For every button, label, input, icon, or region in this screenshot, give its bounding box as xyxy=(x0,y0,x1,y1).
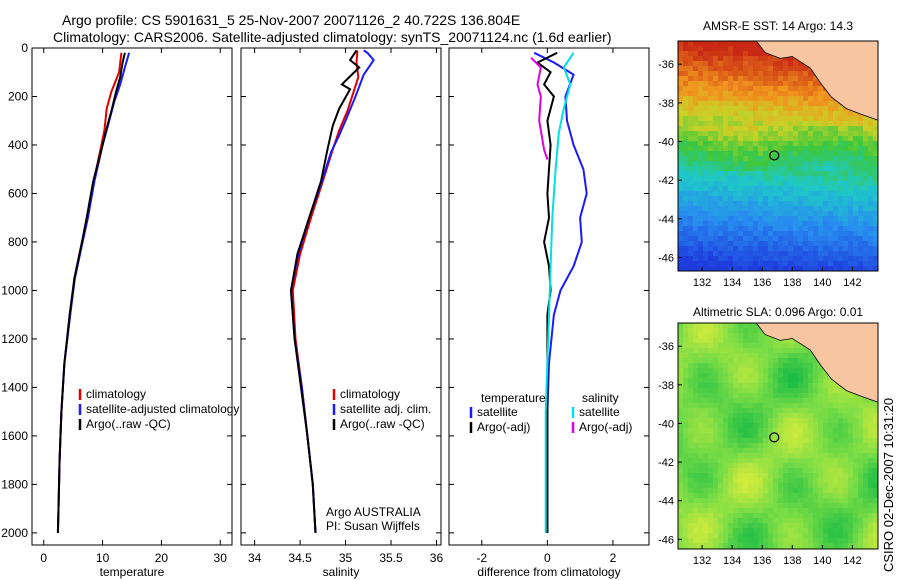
sla_map-ytick-label: -38 xyxy=(658,380,674,392)
sst_map-panel: 132 134 136 138 140 142 -36 -38 -40 -42 -44 -46 AMSR… xyxy=(658,19,879,289)
salinity-xtick-label: 35 xyxy=(339,551,353,565)
temperature-ytick-label: 600 xyxy=(8,186,28,200)
sla_map-xtick-label: 132 xyxy=(693,555,711,567)
temperature-ytick-label: 0 xyxy=(21,41,28,55)
temperature-ytick-label: 200 xyxy=(8,89,28,103)
sla_map-xtick-label: 138 xyxy=(783,555,801,567)
difference-legend-entry: satellite xyxy=(579,405,620,419)
salinity-series-line xyxy=(289,49,361,533)
sst_map-ytick-label: -42 xyxy=(658,175,674,187)
sla_map-ytick-label: -36 xyxy=(658,341,674,353)
difference-legend-entry: satellite xyxy=(477,405,518,419)
salinity-xtick-label: 36 xyxy=(430,551,444,565)
temperature-xlabel: temperature xyxy=(100,565,165,579)
difference-series-line xyxy=(544,52,575,533)
sst_map-land xyxy=(755,41,878,121)
sst_map-xtick-label: 140 xyxy=(813,277,831,289)
title-line-1: Argo profile: CS 5901631_5 25-Nov-2007 2… xyxy=(62,12,521,28)
difference-xtick-label: 2 xyxy=(610,551,617,565)
sla_map-xtick-label: 134 xyxy=(723,555,741,567)
temperature-legend-entry: Argo(..raw -QC) xyxy=(86,417,171,431)
sla_map-ytick-label: -46 xyxy=(658,534,674,546)
sst_map-xtick-label: 134 xyxy=(723,277,741,289)
temperature-ytick-label: 2000 xyxy=(1,526,28,540)
salinity-xtick-label: 34 xyxy=(248,551,262,565)
sla_map-float-marker xyxy=(769,432,780,443)
sla_map-ytick-label: -44 xyxy=(658,496,674,508)
salinity-legend-entry: Argo(..raw -QC) xyxy=(340,417,425,431)
temperature-ytick-label: 1600 xyxy=(1,429,28,443)
sst_map-field xyxy=(678,41,878,271)
temperature-legend-entry: climatology xyxy=(86,387,146,401)
temperature-ytick-label: 1800 xyxy=(1,477,28,491)
temperature-xtick-label: 0 xyxy=(40,551,47,565)
temperature-legend-entry: satellite-adjusted climatology xyxy=(86,402,239,416)
sla_map-ytick-label: -42 xyxy=(658,457,674,469)
salinity-annotation: PI: Susan Wijffels xyxy=(326,519,420,533)
temperature-xtick-label: 20 xyxy=(155,551,169,565)
salinity-annotation: Argo AUSTRALIA xyxy=(326,505,421,519)
sst_map-ytick-label: -36 xyxy=(658,59,674,71)
difference-legend-entry: temperature xyxy=(481,391,546,405)
sst_map-title: AMSR-E SST: 14 Argo: 14.3 xyxy=(703,19,853,33)
sst_map-ytick-label: -46 xyxy=(658,252,674,264)
difference-series-line xyxy=(530,56,549,160)
title-line-2: Climatology: CARS2006. Satellite-adjuste… xyxy=(53,29,612,45)
temperature-ytick-label: 1400 xyxy=(1,380,28,394)
salinity-axes-frame xyxy=(240,47,442,546)
salinity-series-line xyxy=(289,49,375,533)
temperature-ytick-label: 800 xyxy=(8,235,28,249)
temperature-axes-frame xyxy=(31,47,233,546)
temperature-series-line xyxy=(56,52,123,533)
sla_map-frame xyxy=(677,322,879,550)
temperature-xtick-label: 10 xyxy=(96,551,110,565)
sla_map-xtick-label: 140 xyxy=(813,555,831,567)
temperature-ytick-label: 1000 xyxy=(1,283,28,297)
sla_map-title: Altimetric SLA: 0.096 Argo: 0.01 xyxy=(693,305,863,319)
sla_map-ytick-label: -40 xyxy=(658,418,674,430)
sst_map-xtick-label: 132 xyxy=(693,277,711,289)
difference-legend-entry: Argo(-adj) xyxy=(579,420,632,434)
sla_map-xtick-label: 136 xyxy=(753,555,771,567)
difference-axes-frame xyxy=(448,47,650,546)
salinity-panel: 34 34.5 35 35.5 36 salinity climatologysatelli… xyxy=(240,47,444,579)
sla_map-land xyxy=(755,323,878,403)
temperature-xtick-label: 30 xyxy=(214,551,228,565)
sst_map-xtick-label: 136 xyxy=(753,277,771,289)
temperature-series-line xyxy=(56,52,126,533)
difference-xtick-label: -2 xyxy=(476,551,487,565)
salinity-legend-entry: climatology xyxy=(340,387,400,401)
salinity-xlabel: salinity xyxy=(323,565,360,579)
sst_map-xtick-label: 142 xyxy=(843,277,861,289)
sst_map-xtick-label: 138 xyxy=(783,277,801,289)
sst_map-ytick-label: -44 xyxy=(658,214,674,226)
salinity-xtick-label: 35.5 xyxy=(379,551,403,565)
temperature-ytick-label: 1200 xyxy=(1,332,28,346)
sst_map-float-marker xyxy=(769,150,780,161)
difference-xlabel: difference from climatology xyxy=(477,565,620,579)
sst_map-ytick-label: -40 xyxy=(658,137,674,149)
salinity-xtick-label: 34.5 xyxy=(288,551,312,565)
temperature-series-line xyxy=(56,52,131,533)
sst_map-ytick-label: -38 xyxy=(658,98,674,110)
difference-xtick-label: 0 xyxy=(544,551,551,565)
temperature-ytick-label: 400 xyxy=(8,138,28,152)
sst_map-frame xyxy=(677,40,879,272)
salinity-legend-entry: satellite adj. clim. xyxy=(340,402,431,416)
sla_map-panel: 132 134 136 138 140 142 -36 -38 -40 -42 -44 -46 Alti… xyxy=(658,305,879,567)
temperature-panel: 0 10 20 30 0 200 400 600 800 1000 1200 1400 1600 1800… xyxy=(1,41,239,579)
difference-legend-entry: salinity xyxy=(582,391,619,405)
sla_map-xtick-label: 142 xyxy=(843,555,861,567)
salinity-series-line xyxy=(291,50,360,533)
difference-legend-entry: Argo(-adj) xyxy=(477,420,530,434)
